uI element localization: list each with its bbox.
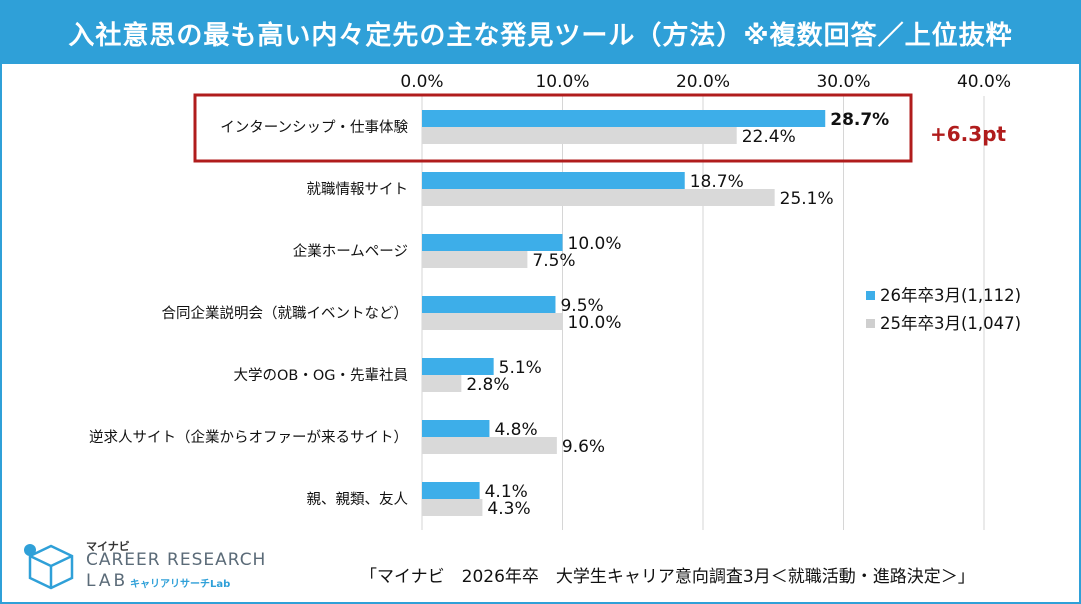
data-label: 10.0%	[568, 234, 622, 254]
data-label: 10.0%	[568, 313, 622, 333]
data-label: 25.1%	[780, 189, 834, 209]
data-label: 7.5%	[532, 251, 575, 271]
bar-series-26	[422, 234, 563, 251]
logo-brand-lab: LAB	[86, 571, 129, 591]
x-tick-label: 40.0%	[957, 72, 1011, 92]
cube-logo-icon	[24, 544, 74, 590]
category-label: 大学のOB・OG・先輩社員	[233, 367, 408, 384]
data-label: 9.6%	[562, 437, 605, 457]
bar-series-26	[422, 110, 826, 127]
data-label: 9.5%	[560, 296, 603, 316]
bar-series-25	[422, 189, 775, 206]
category-label: 親、親類、友人	[307, 491, 409, 508]
x-tick-label: 0.0%	[400, 72, 443, 92]
data-label: 4.8%	[494, 420, 537, 440]
x-tick-label: 20.0%	[676, 72, 730, 92]
bar-series-26	[422, 482, 480, 499]
logo-brand-top: マイナビ	[86, 540, 130, 553]
chart-title: 入社意思の最も高い内々定先の主な発見ツール（方法）※複数回答／上位抜粋	[2, 2, 1079, 64]
data-label: 4.1%	[485, 482, 528, 502]
category-label: 就職情報サイト	[307, 181, 409, 198]
data-label: 28.7%	[830, 110, 889, 130]
bar-series-26	[422, 172, 685, 189]
legend-swatch	[866, 319, 875, 328]
data-label: 2.8%	[466, 375, 509, 395]
data-label: 22.4%	[742, 127, 796, 147]
highlight-annotation: +6.3pt	[930, 122, 1007, 146]
legend-swatch	[866, 291, 875, 300]
data-label: 18.7%	[690, 172, 744, 192]
category-label: 企業ホームページ	[293, 242, 408, 260]
bar-series-26	[422, 420, 490, 437]
bar-series-25	[422, 437, 557, 454]
logo-brand-sub: キャリアリサーチLab	[130, 579, 231, 590]
bar-series-26	[422, 358, 494, 375]
bar-series-25	[422, 375, 462, 392]
bar-series-25	[422, 499, 483, 516]
category-label: 逆求人サイト（企業からオファーが来るサイト）	[89, 428, 408, 446]
source-note: 「マイナビ 2026年卒 大学生キャリア意向調査3月＜就職活動・進路決定＞」	[360, 567, 975, 587]
legend-label: 25年卒3月(1,047)	[880, 314, 1021, 333]
highlight-box	[193, 93, 913, 163]
legend-label: 26年卒3月(1,112)	[880, 286, 1021, 305]
bar-series-25	[422, 251, 528, 268]
category-label: インターンシップ・仕事体験	[220, 119, 408, 136]
career-research-lab-logo: マイナビ CAREER RESEARCH LAB キャリアリサーチLab	[20, 536, 265, 592]
logo-brand-main: CAREER RESEARCH	[86, 550, 267, 570]
data-label: 5.1%	[499, 358, 542, 378]
data-label: 4.3%	[487, 499, 530, 519]
bar-series-25	[422, 313, 563, 330]
x-tick-label: 10.0%	[535, 72, 589, 92]
x-tick-label: 30.0%	[816, 72, 870, 92]
bar-series-26	[422, 296, 556, 313]
bar-series-25	[422, 127, 737, 144]
category-label: 合同企業説明会（就職イベントなど）	[162, 304, 409, 322]
